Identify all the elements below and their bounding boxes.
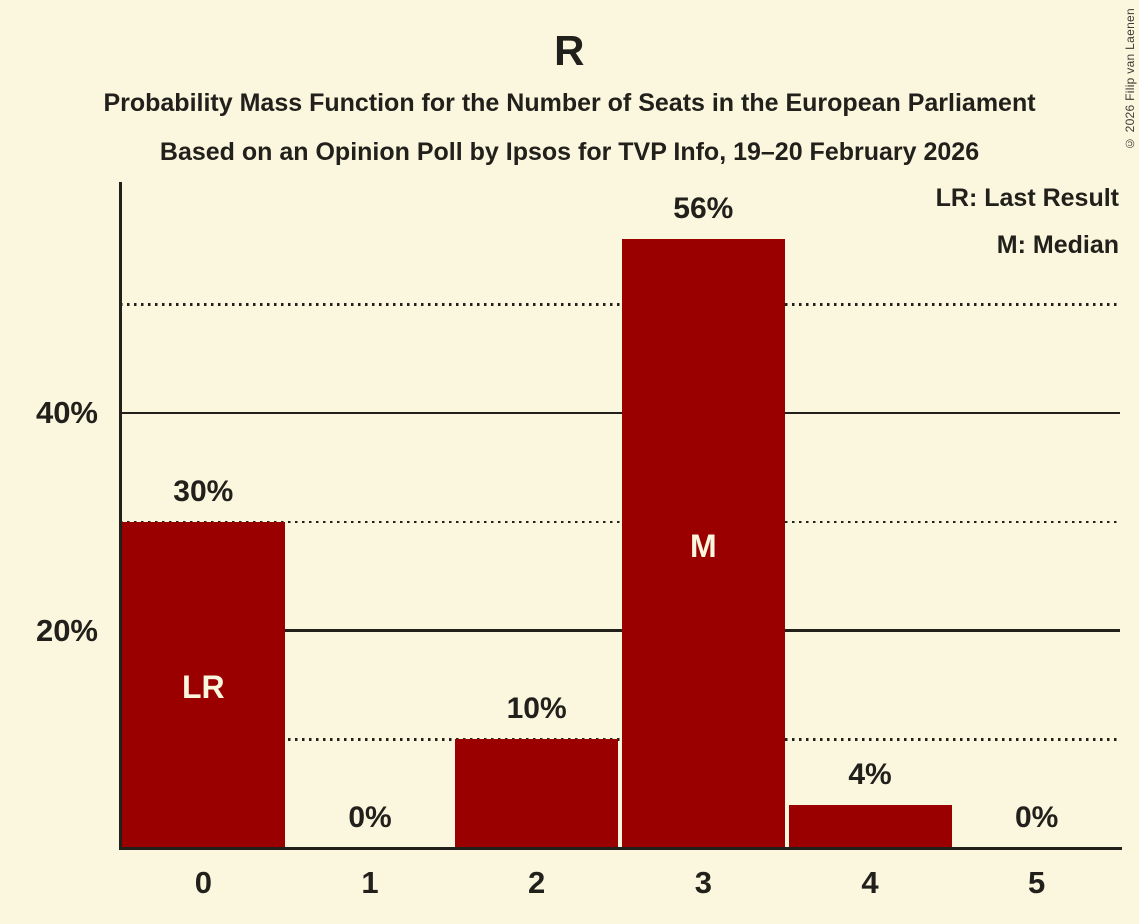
bar-value-label-3: 56%	[673, 192, 734, 225]
bar-annotation-lr: LR	[182, 668, 225, 705]
y-axis-label-20: 20%	[35, 612, 98, 648]
chart-subtitle-2: Based on an Opinion Poll by Ipsos for TV…	[159, 138, 980, 166]
x-axis-label-4: 4	[861, 865, 879, 900]
gridline-dotted-30pct	[120, 520, 1120, 523]
x-axis-label-2: 2	[528, 865, 546, 900]
y-axis-line	[118, 182, 122, 850]
x-axis-label-3: 3	[694, 865, 712, 900]
chart-subtitle-1: Probability Mass Function for the Number…	[103, 89, 1036, 117]
chart-legend: LR: Last Result M: Median	[936, 183, 1119, 277]
bar-value-label-5: 0%	[1014, 801, 1059, 834]
bar-value-label-2: 10%	[506, 692, 567, 726]
bar-value-label-0: 30%	[173, 474, 234, 508]
bar-value-label-4: 4%	[848, 757, 892, 791]
gridline-solid-20pct	[120, 629, 1120, 632]
bar-seat-4	[788, 804, 952, 848]
gridline-dotted-50pct	[120, 303, 1120, 306]
x-axis-label-5: 5	[1028, 865, 1046, 900]
bar-seat-3	[621, 239, 785, 848]
bar-value-label-1: 0%	[348, 801, 392, 834]
bar-annotation-m: M	[690, 527, 717, 564]
page-title: R	[554, 27, 585, 74]
gridline-dotted-10pct	[120, 738, 1120, 741]
legend-median: M: Median	[996, 231, 1119, 259]
x-axis-label-1: 1	[361, 865, 379, 900]
bar-seat-2	[455, 739, 619, 848]
gridline-solid-40pct	[120, 411, 1120, 415]
x-axis-label-0: 0	[194, 865, 212, 900]
x-axis-line	[118, 846, 1122, 850]
legend-last-result: LR: Last Result	[935, 184, 1119, 212]
y-axis-label-40: 40%	[35, 395, 98, 430]
bar-seat-0	[121, 521, 285, 848]
